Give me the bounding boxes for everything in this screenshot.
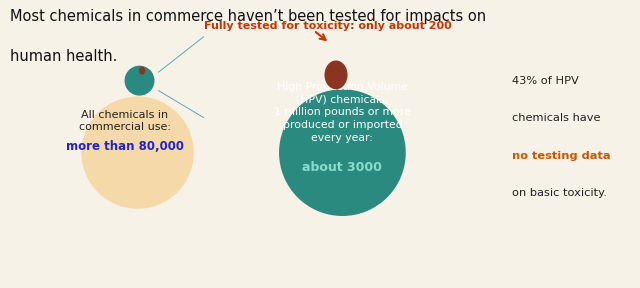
Text: about 3000: about 3000: [303, 160, 382, 174]
Text: Most chemicals in commerce haven’t been tested for impacts on: Most chemicals in commerce haven’t been …: [10, 9, 486, 24]
Ellipse shape: [324, 60, 348, 89]
Ellipse shape: [125, 66, 154, 96]
Ellipse shape: [279, 89, 406, 216]
Text: chemicals have: chemicals have: [512, 113, 600, 123]
Text: no testing data: no testing data: [512, 151, 611, 160]
Text: human health.: human health.: [10, 49, 117, 64]
Text: Fully tested for toxicity: only about 200: Fully tested for toxicity: only about 20…: [204, 21, 451, 31]
Text: on basic toxicity.: on basic toxicity.: [512, 188, 607, 198]
Ellipse shape: [139, 67, 145, 75]
Ellipse shape: [81, 96, 194, 209]
Text: 43% of HPV: 43% of HPV: [512, 76, 579, 86]
Text: All chemicals in
commercial use:: All chemicals in commercial use:: [79, 110, 171, 132]
Text: High Production Volume
(HPV) chemicals,
1 million pounds or more
produced or imp: High Production Volume (HPV) chemicals, …: [274, 82, 411, 143]
Text: more than 80,000: more than 80,000: [66, 140, 184, 154]
